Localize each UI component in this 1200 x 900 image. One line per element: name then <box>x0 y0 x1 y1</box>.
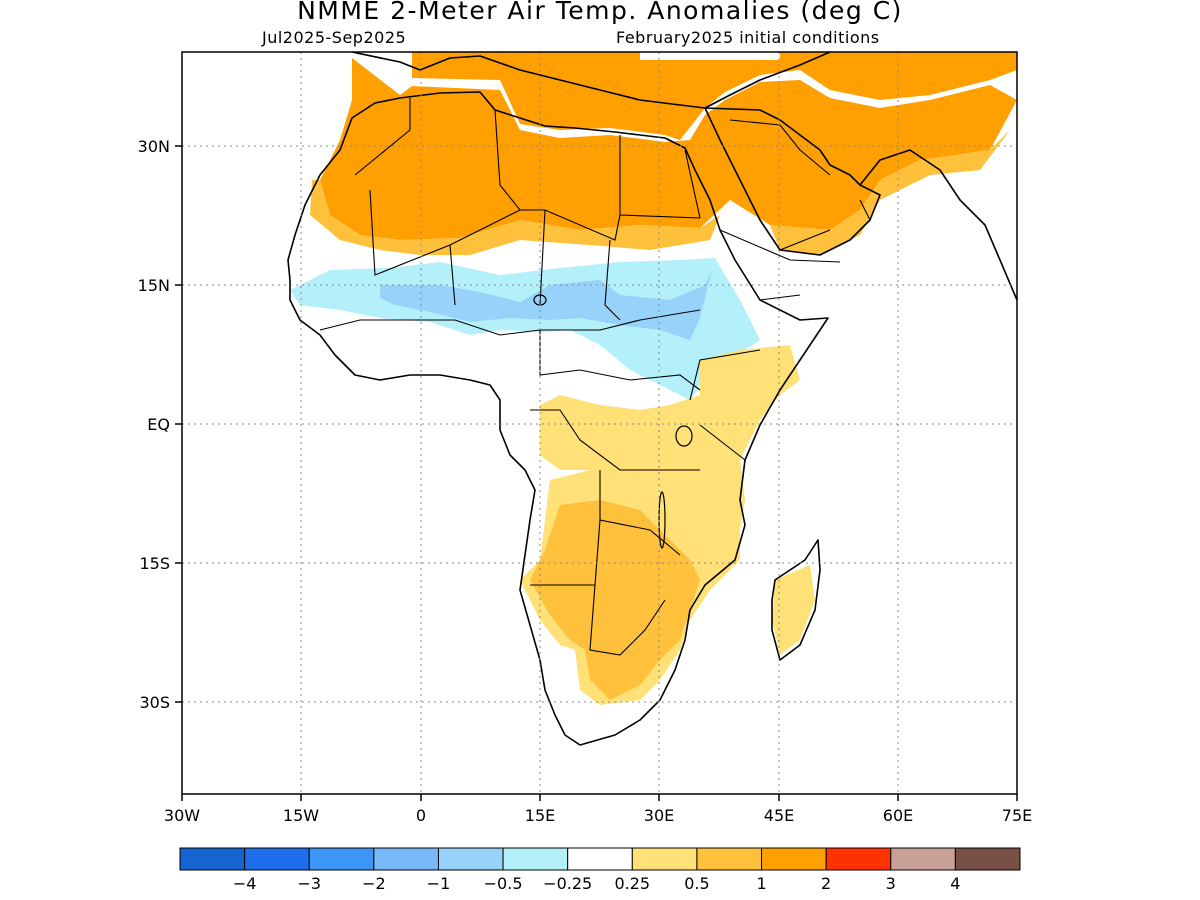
lat-tick-label: 30S <box>139 693 170 712</box>
colorbar-label: 0.25 <box>614 874 650 893</box>
east-africa-warm-anomaly <box>630 345 800 560</box>
lat-tick-label: EQ <box>147 415 170 434</box>
longitude-axis: 30W 15W 0 15E 30E 45E 60E 75E <box>164 794 1032 825</box>
madagascar-coastline <box>771 539 821 661</box>
forecast-period: Jul2025-Sep2025 <box>262 28 407 47</box>
colorbar-swatch <box>631 847 698 871</box>
colorbar: −4 −3 −2 −1 −0.5 −0.25 0.25 0.5 1 2 3 4 <box>179 847 1021 893</box>
lon-tick-label: 30W <box>164 806 200 825</box>
lon-tick-label: 15E <box>525 806 555 825</box>
madagascar-warm-anomaly <box>772 565 815 655</box>
colorbar-label: 2 <box>821 874 831 893</box>
southern-africa-moderate-warm-anomaly <box>530 500 700 700</box>
colorbar-label: −1 <box>427 874 451 893</box>
colorbar-swatch <box>825 847 892 871</box>
lon-tick-label: 15W <box>283 806 319 825</box>
colorbar-label: −0.25 <box>543 874 592 893</box>
colorbar-swatch <box>696 847 763 871</box>
lat-tick-label: 15S <box>139 554 170 573</box>
north-africa-moderate-anomaly <box>310 130 1010 255</box>
colorbar-label: −4 <box>233 874 257 893</box>
lat-tick-label: 30N <box>138 137 170 156</box>
colorbar-label: 1 <box>756 874 766 893</box>
lon-tick-label: 60E <box>883 806 913 825</box>
colorbar-swatch <box>308 847 375 871</box>
colorbar-label: 3 <box>886 874 896 893</box>
country-borders <box>319 98 871 656</box>
latitude-axis: 30N 15N EQ 15S 30S <box>138 137 182 712</box>
lon-tick-label: 0 <box>416 806 426 825</box>
lon-tick-label: 45E <box>764 806 794 825</box>
colorbar-swatch <box>373 847 439 871</box>
colorbar-swatch <box>502 847 569 871</box>
map-frame <box>181 51 1018 795</box>
colorbar-swatch <box>890 847 956 871</box>
chart-title: NMME 2-Meter Air Temp. Anomalies (deg C) <box>297 0 903 25</box>
lat-tick-label: 15N <box>138 276 170 295</box>
colorbar-swatch <box>179 847 246 871</box>
africa-coastline <box>287 91 829 746</box>
colorbar-label: −2 <box>362 874 386 893</box>
colorbar-swatch <box>567 847 633 871</box>
colorbar-swatch <box>244 847 310 871</box>
colorbar-swatch <box>954 847 1021 871</box>
colorbar-label: −0.5 <box>484 874 523 893</box>
initial-conditions: February2025 initial conditions <box>616 28 880 47</box>
colorbar-label: −3 <box>297 874 321 893</box>
lon-tick-label: 75E <box>1002 806 1032 825</box>
map-area <box>287 52 1017 746</box>
colorbar-label: 0.5 <box>684 874 709 893</box>
colorbar-label: 4 <box>950 874 960 893</box>
lon-tick-label: 30E <box>644 806 674 825</box>
gridlines <box>182 52 1017 794</box>
colorbar-swatch <box>437 847 504 871</box>
colorbar-swatch <box>761 847 827 871</box>
coastlines <box>287 52 1017 746</box>
arabia-coastline <box>704 52 1017 301</box>
central-africa-warm-anomaly <box>540 395 640 470</box>
mediterranean-north-coast <box>351 52 706 109</box>
